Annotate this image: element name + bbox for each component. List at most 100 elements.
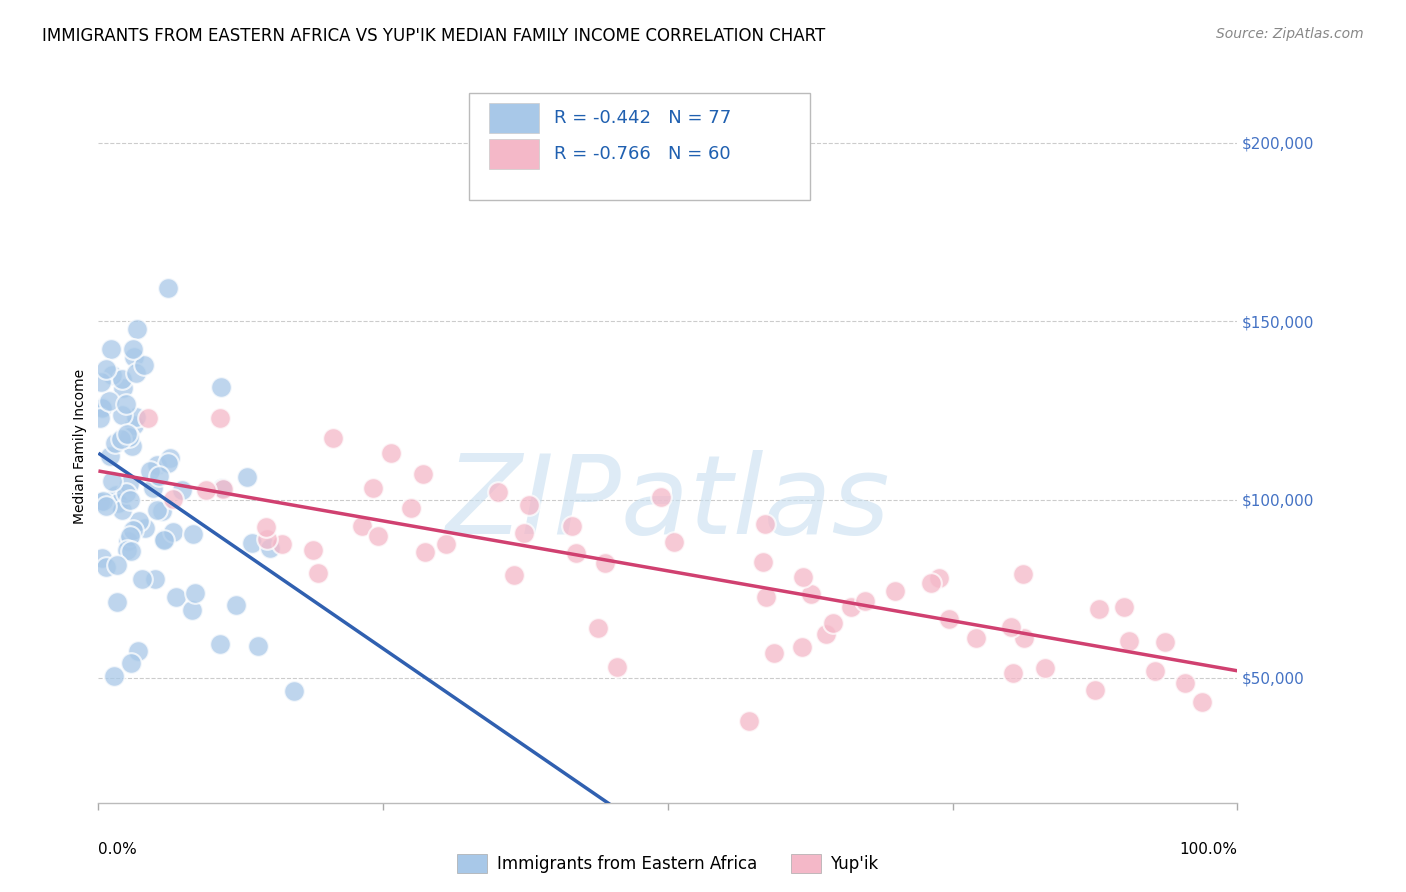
Point xyxy=(184,586,207,600)
Point xyxy=(513,526,536,541)
Point xyxy=(593,556,616,570)
Point xyxy=(91,550,114,565)
Point xyxy=(170,483,193,498)
Point xyxy=(503,568,526,582)
Point xyxy=(118,476,141,491)
Text: 0.0%: 0.0% xyxy=(98,842,138,856)
Point xyxy=(1114,599,1136,614)
Point xyxy=(131,572,153,586)
Point xyxy=(136,410,159,425)
Point xyxy=(152,533,174,547)
Point xyxy=(928,571,950,585)
Point xyxy=(153,532,176,546)
Point xyxy=(209,380,232,394)
Point xyxy=(211,481,233,495)
Point xyxy=(114,485,136,500)
Point xyxy=(122,417,145,432)
Point xyxy=(754,516,776,531)
Point xyxy=(89,411,111,425)
Point xyxy=(105,595,128,609)
Point xyxy=(111,381,134,395)
Point xyxy=(361,481,384,495)
Point xyxy=(755,590,778,604)
Point xyxy=(738,714,761,728)
Point xyxy=(965,632,987,646)
Point xyxy=(415,545,437,559)
Point xyxy=(883,584,905,599)
Text: ZIPatlas: ZIPatlas xyxy=(446,450,890,557)
Point xyxy=(162,524,184,539)
Point xyxy=(181,526,204,541)
Point xyxy=(118,529,141,543)
Point xyxy=(122,351,145,365)
Point xyxy=(195,483,218,498)
Point xyxy=(1174,676,1197,690)
Point xyxy=(180,602,202,616)
Point xyxy=(517,499,540,513)
Text: R = -0.766   N = 60: R = -0.766 N = 60 xyxy=(554,145,731,163)
Point xyxy=(111,372,134,386)
Point xyxy=(101,474,124,488)
Point xyxy=(302,543,325,558)
Point xyxy=(115,397,138,411)
Point xyxy=(107,496,129,510)
Point xyxy=(121,342,143,356)
Point xyxy=(399,501,422,516)
Text: R = -0.442   N = 77: R = -0.442 N = 77 xyxy=(554,110,731,128)
Point xyxy=(97,393,120,408)
Point xyxy=(125,322,148,336)
Point xyxy=(101,368,124,382)
Point xyxy=(142,481,165,495)
Point xyxy=(121,439,143,453)
Point xyxy=(165,590,187,604)
Point xyxy=(821,615,844,630)
FancyBboxPatch shape xyxy=(489,139,538,169)
Point xyxy=(117,533,139,548)
Point xyxy=(156,456,179,470)
Point xyxy=(367,529,389,543)
Point xyxy=(561,519,583,533)
Point xyxy=(1191,696,1213,710)
Point xyxy=(236,470,259,484)
FancyBboxPatch shape xyxy=(468,93,810,200)
Point xyxy=(246,639,269,653)
Text: Source: ZipAtlas.com: Source: ZipAtlas.com xyxy=(1216,27,1364,41)
Point xyxy=(94,362,117,376)
Point xyxy=(225,599,247,613)
Point xyxy=(125,366,148,380)
Point xyxy=(104,435,127,450)
Point xyxy=(1087,602,1109,616)
Point xyxy=(283,684,305,698)
Point xyxy=(134,358,156,372)
Point xyxy=(143,572,166,586)
Point xyxy=(100,342,122,356)
Point xyxy=(122,523,145,537)
Text: 100.0%: 100.0% xyxy=(1180,842,1237,856)
Point xyxy=(162,491,184,506)
Point xyxy=(259,541,281,555)
Point xyxy=(120,493,142,508)
Point xyxy=(853,594,876,608)
Point xyxy=(800,586,823,600)
Point xyxy=(1154,634,1177,648)
Point xyxy=(271,537,294,551)
Point xyxy=(792,569,814,583)
Point xyxy=(211,482,233,496)
Point xyxy=(564,546,586,560)
Point xyxy=(240,535,263,549)
Point xyxy=(486,485,509,500)
Point xyxy=(662,535,685,549)
Legend: Immigrants from Eastern Africa, Yup'ik: Immigrants from Eastern Africa, Yup'ik xyxy=(450,847,886,880)
Point xyxy=(134,521,156,535)
Point xyxy=(1000,620,1022,634)
Point xyxy=(115,542,138,557)
Point xyxy=(1002,666,1025,681)
Point xyxy=(111,408,134,422)
Point xyxy=(104,487,127,501)
Point xyxy=(434,537,457,551)
Point xyxy=(814,627,837,641)
Point xyxy=(146,503,169,517)
Point xyxy=(115,427,138,442)
Point xyxy=(380,446,402,460)
Point xyxy=(90,376,112,390)
